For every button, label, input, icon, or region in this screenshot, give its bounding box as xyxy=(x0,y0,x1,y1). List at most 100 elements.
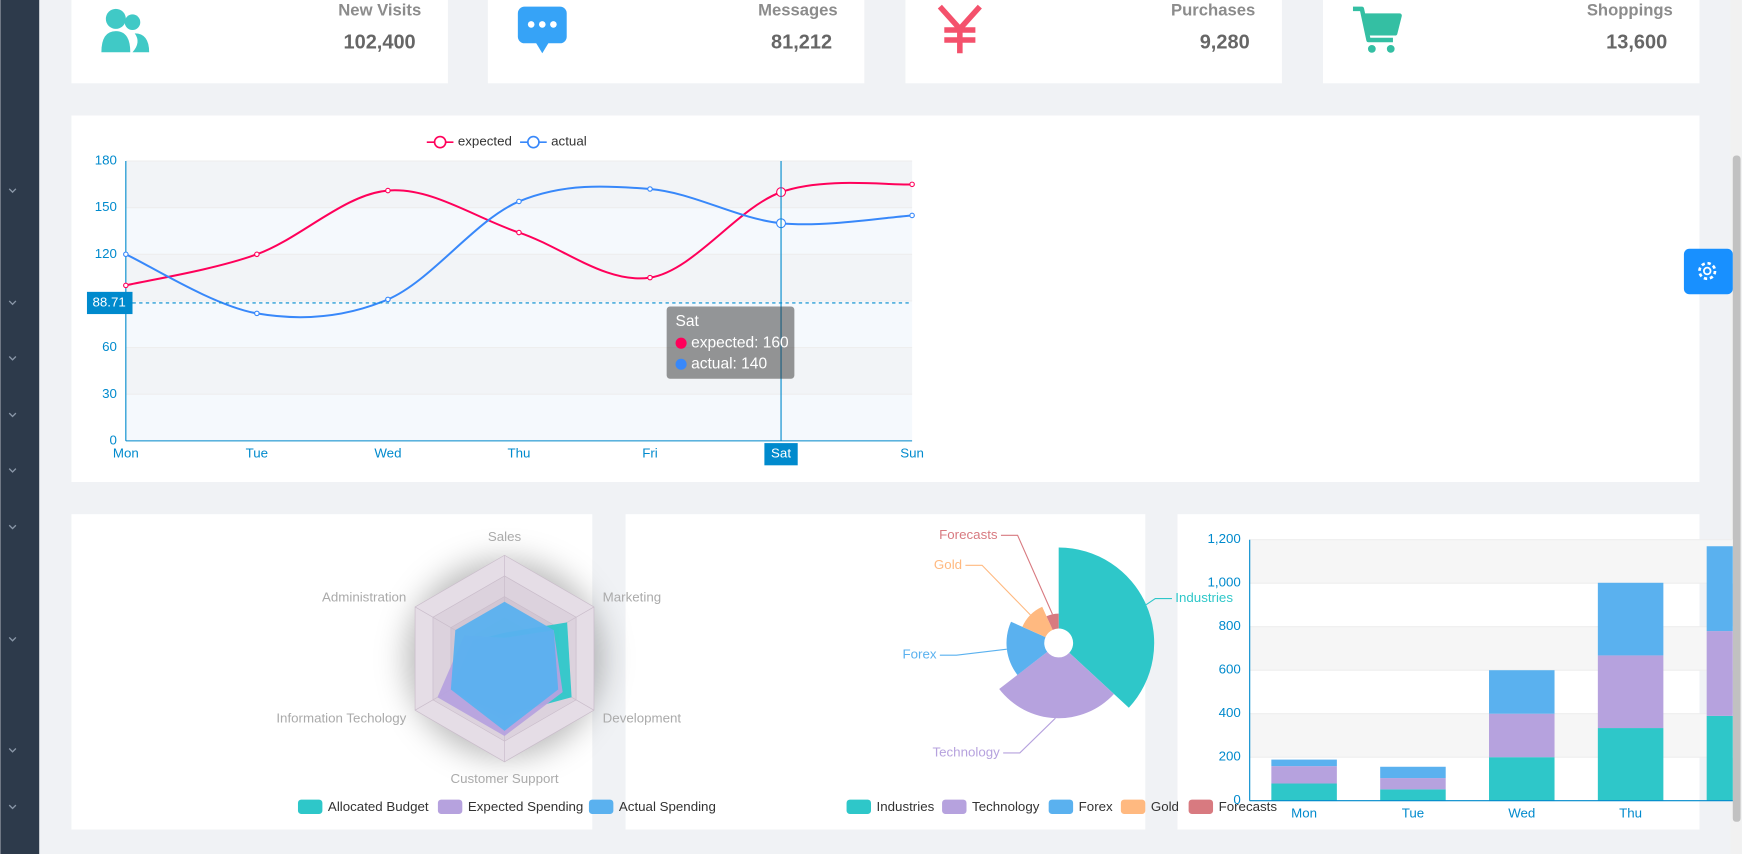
radar-area xyxy=(450,601,559,731)
pie-leader xyxy=(1003,717,1056,754)
bar xyxy=(1489,757,1555,801)
settings-button[interactable] xyxy=(1683,248,1733,295)
pie-slice xyxy=(1046,613,1059,630)
chevron[interactable] xyxy=(8,300,17,306)
tooltip-bg xyxy=(666,306,795,379)
x-tick-label: Fri xyxy=(642,446,658,461)
x-tick-label: Tue xyxy=(246,446,268,461)
chevron[interactable] xyxy=(8,188,17,194)
scroll-thumb[interactable] xyxy=(1732,155,1741,822)
icon-part xyxy=(535,42,549,54)
pie-label: Forex xyxy=(902,647,936,662)
card-value: 13,600 xyxy=(1606,32,1667,54)
y-tick-label: 120 xyxy=(95,246,117,261)
tooltip-dot xyxy=(675,337,687,349)
bar xyxy=(1706,715,1733,801)
bar xyxy=(1489,713,1555,758)
radar-indicator: Customer Support xyxy=(451,771,559,786)
card-bg xyxy=(71,0,448,84)
x-tick-label: Thu xyxy=(1619,806,1642,821)
y-tick-label: 1,000 xyxy=(1207,575,1240,590)
y-tick-label: 30 xyxy=(102,386,117,401)
settings-gear[interactable] xyxy=(1698,261,1717,281)
card: Shoppings 13,600 xyxy=(1322,0,1700,84)
tooltip-line: expected: 160 xyxy=(691,334,789,351)
legend-marker xyxy=(527,135,540,149)
icon-part xyxy=(1367,44,1376,53)
tooltip-title: Sat xyxy=(676,313,700,330)
settings-bg[interactable] xyxy=(1683,248,1733,295)
chevron[interactable] xyxy=(8,748,17,753)
icon-part xyxy=(538,21,546,28)
card: New Visits 102,400 xyxy=(71,0,448,84)
x-tick-label: Mon xyxy=(1291,806,1317,821)
pie-leader xyxy=(965,564,1031,616)
radar-indicator: Marketing xyxy=(603,590,661,605)
icon-part xyxy=(1365,16,1399,33)
settings-gear-hub[interactable] xyxy=(1703,266,1712,276)
x-tick-label: Sun xyxy=(900,446,924,461)
data-point xyxy=(909,212,915,219)
chevron[interactable] xyxy=(8,356,17,361)
data-point xyxy=(385,296,391,303)
chevron[interactable] xyxy=(8,468,17,473)
legend-label: Forecasts xyxy=(1219,799,1278,814)
pie-label: Industries xyxy=(1175,590,1233,605)
bar xyxy=(1271,759,1337,767)
data-point xyxy=(516,229,522,236)
grid-band xyxy=(125,254,913,301)
chevron[interactable] xyxy=(8,412,17,418)
pie-label: Forecasts xyxy=(939,527,998,542)
radar-indicator: Development xyxy=(603,711,682,726)
axis-pointer-y-label: 88.71 xyxy=(93,294,126,309)
card: Purchases 9,280 xyxy=(905,0,1282,84)
y-tick-label: 1,200 xyxy=(1207,531,1240,546)
pie-label: Gold xyxy=(934,557,962,572)
pie-leader xyxy=(1145,598,1172,606)
bar xyxy=(1271,766,1337,784)
x-tick-label: Tue xyxy=(1402,806,1424,821)
y-tick-label: 150 xyxy=(95,199,117,214)
data-point xyxy=(254,310,260,317)
chevron[interactable] xyxy=(8,524,17,530)
legend-marker xyxy=(846,799,871,815)
bar xyxy=(1380,778,1446,790)
legend-label: actual xyxy=(551,134,587,149)
legend-label: Actual Spending xyxy=(619,799,716,814)
card-value: 9,280 xyxy=(1200,32,1250,54)
tooltip: Sat expected: 160 actual: 140 xyxy=(666,306,795,379)
icon-part xyxy=(101,31,131,53)
card: Messages 81,212 xyxy=(487,0,865,84)
legend-label: Gold xyxy=(1151,799,1179,814)
axis-pointer-x-label: Sat xyxy=(771,446,791,461)
pie-leader xyxy=(1000,534,1053,615)
card-title: New Visits xyxy=(338,0,421,19)
bar xyxy=(1489,670,1555,714)
radar-indicator: Sales xyxy=(488,529,522,544)
y-tick-label: 400 xyxy=(1219,705,1241,720)
legend-marker xyxy=(942,799,967,815)
data-point xyxy=(123,251,129,258)
y-tick-label: 180 xyxy=(95,153,117,168)
chevron[interactable] xyxy=(8,636,17,642)
card-value: 102,400 xyxy=(343,32,415,54)
sidebar xyxy=(0,0,40,854)
legend-marker xyxy=(433,135,447,149)
radar-indicator: Information Techology xyxy=(276,711,406,726)
legend-label: Forex xyxy=(1079,799,1113,814)
y-tick-label: 800 xyxy=(1219,618,1241,633)
x-tick-label: Thu xyxy=(507,446,530,461)
bar xyxy=(1706,546,1733,632)
icon-part xyxy=(937,4,982,54)
chevron[interactable] xyxy=(8,804,17,810)
bar xyxy=(1597,728,1664,801)
icon-part xyxy=(1352,6,1402,43)
data-point xyxy=(647,186,653,192)
sidebar-chevrons xyxy=(8,188,17,810)
icon-part xyxy=(132,33,150,53)
legend-label: Technology xyxy=(972,799,1040,814)
card-value: 81,212 xyxy=(771,32,832,54)
legend-label: Industries xyxy=(877,799,935,814)
legend-label: expected xyxy=(458,134,512,149)
